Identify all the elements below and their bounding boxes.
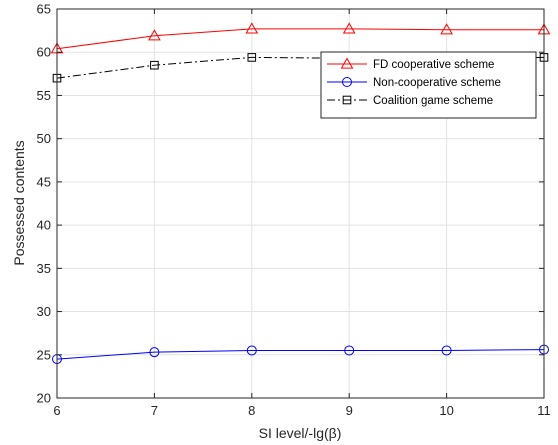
series-circle — [52, 344, 549, 365]
x-tick-label: 9 — [346, 403, 353, 418]
y-tick-label: 35 — [37, 261, 51, 276]
y-tick-label: 55 — [37, 88, 51, 103]
data-point — [441, 345, 452, 356]
y-tick-label: 40 — [37, 218, 51, 233]
y-axis-label: Possessed contents — [11, 140, 27, 265]
legend-label: FD cooperative scheme — [373, 59, 494, 71]
y-tick-label: 65 — [37, 2, 51, 17]
legend-item: Coalition game scheme — [327, 95, 493, 107]
tick-labels: 6 7 8 9 10 11 20 25 30 35 40 45 50 55 60 65 — [37, 2, 551, 419]
x-tick-label: 11 — [537, 403, 551, 418]
legend-item: FD cooperative scheme — [327, 57, 494, 71]
grid — [56, 8, 545, 399]
legend-marker — [340, 57, 354, 69]
legend-marker — [342, 95, 352, 105]
data-point — [344, 345, 355, 356]
legend-item: Non-cooperative scheme — [327, 77, 501, 89]
y-tick-label: 60 — [37, 45, 51, 60]
x-tick-label: 8 — [248, 403, 255, 418]
data-point — [247, 53, 257, 62]
x-axis-label: SI level/-lg(β) — [259, 425, 342, 441]
series-layer — [50, 22, 551, 365]
legend-label: Non-cooperative scheme — [373, 77, 501, 89]
data-point — [150, 60, 159, 70]
y-tick-label: 25 — [37, 347, 51, 362]
data-point — [246, 345, 257, 356]
series-triangle — [50, 22, 551, 54]
series-line — [56, 28, 544, 50]
data-point — [245, 22, 259, 34]
plot-frame — [56, 8, 545, 399]
legend: FD cooperative scheme Non-cooperative sch… — [320, 51, 537, 119]
y-tick-label: 45 — [37, 174, 51, 189]
ticks — [56, 8, 545, 399]
series-line — [56, 349, 545, 360]
legend-label: Coalition game scheme — [373, 95, 493, 107]
x-tick-label: 6 — [53, 403, 60, 418]
data-point — [149, 347, 160, 358]
data-point — [440, 23, 453, 35]
data-point — [148, 29, 161, 41]
y-tick-label: 30 — [37, 304, 51, 319]
y-tick-label: 20 — [37, 391, 51, 406]
x-tick-label: 7 — [151, 403, 158, 418]
y-tick-label: 50 — [37, 131, 51, 146]
legend-marker — [342, 77, 352, 87]
data-point — [342, 22, 356, 34]
legend-box — [320, 51, 537, 119]
x-tick-label: 10 — [439, 403, 453, 418]
